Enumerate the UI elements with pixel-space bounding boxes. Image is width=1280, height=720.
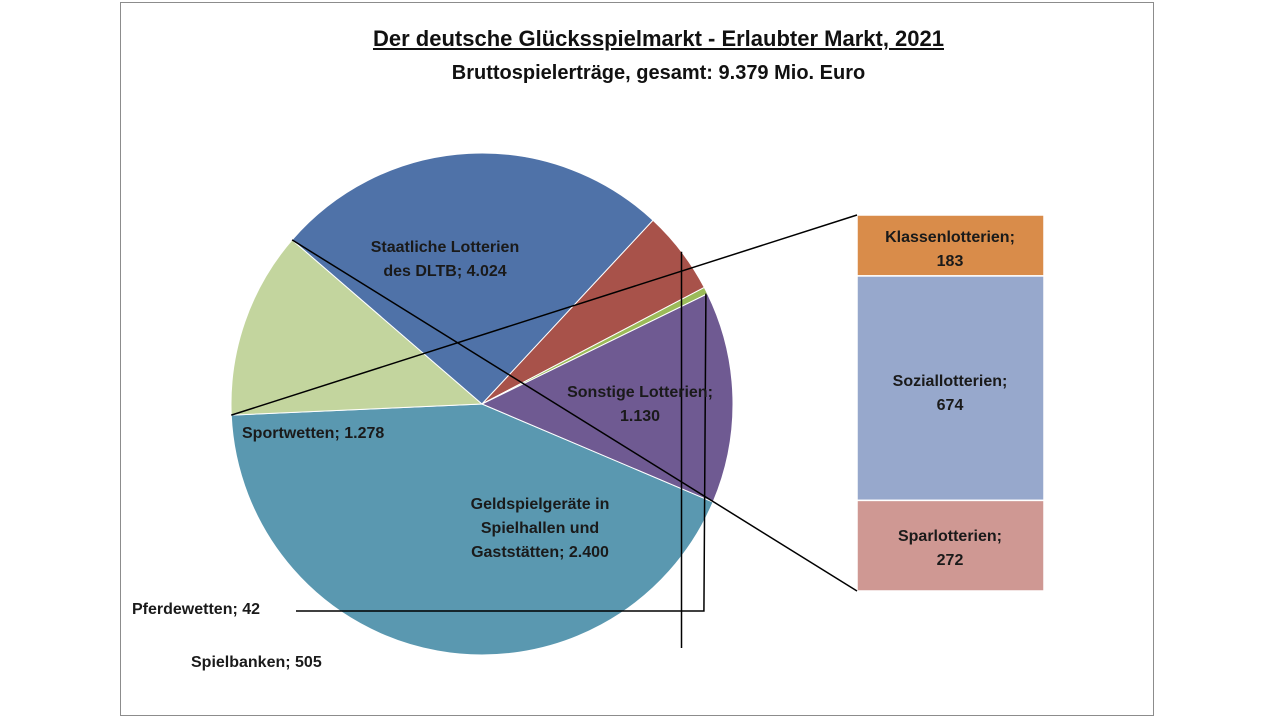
label-dltb: Staatliche Lotterien des DLTB; 4.024 xyxy=(330,236,560,284)
label-spielbanken: Spielbanken; 505 xyxy=(191,654,322,671)
leader-pferdewetten xyxy=(296,293,707,612)
connector-lines xyxy=(231,214,858,648)
chart-subtitle: Bruttospielerträge, gesamt: 9.379 Mio. E… xyxy=(451,62,866,84)
label-spar-line1: Sparlotterien; xyxy=(897,528,1002,545)
label-sonstige: Sonstige Lotterien; 1.130 xyxy=(540,381,740,429)
label-spar-line2: 272 xyxy=(936,552,964,569)
label-sozial-line2: 674 xyxy=(936,397,964,414)
label-geld-line1: Geldspielgeräte in xyxy=(470,496,610,513)
label-klassenlotterien: Klassenlotterien; 183 xyxy=(856,226,1044,274)
breakdown-bar xyxy=(856,214,1045,592)
label-sonstige-line1: Sonstige Lotterien; xyxy=(567,384,713,401)
pie-slice-2 xyxy=(291,152,654,405)
pie-slice-1 xyxy=(230,239,484,416)
label-klassen-line2: 183 xyxy=(936,253,964,270)
label-geldspiel: Geldspielgeräte in Spielhallen und Gasts… xyxy=(440,493,640,565)
label-sonstige-line2: 1.130 xyxy=(619,408,661,425)
label-dltb-line2: des DLTB; 4.024 xyxy=(383,263,507,280)
connector-top xyxy=(231,214,858,416)
label-sportwetten: Sportwetten; 1.278 xyxy=(242,425,385,442)
label-soziallotterien: Soziallotterien; 674 xyxy=(856,370,1044,418)
label-sozial-line1: Soziallotterien; xyxy=(892,373,1008,390)
label-sparlotterien: Sparlotterien; 272 xyxy=(856,525,1044,573)
pie-slices xyxy=(230,152,734,656)
pie-slice-5 xyxy=(480,293,734,503)
pie-slice-0 xyxy=(230,403,714,656)
label-klassen-line1: Klassenlotterien; xyxy=(885,229,1015,246)
label-pferdewetten: Pferdewetten; 42 xyxy=(132,601,261,618)
connector-bottom xyxy=(291,239,858,592)
label-dltb-line1: Staatliche Lotterien xyxy=(370,239,520,256)
label-geld-line2: Spielhallen und xyxy=(480,520,600,537)
label-geld-line3: Gaststätten; 2.400 xyxy=(471,544,609,561)
chart-title: Der deutsche Glücksspielmarkt - Erlaubte… xyxy=(372,26,944,51)
breakdown-segment-2 xyxy=(856,499,1045,592)
